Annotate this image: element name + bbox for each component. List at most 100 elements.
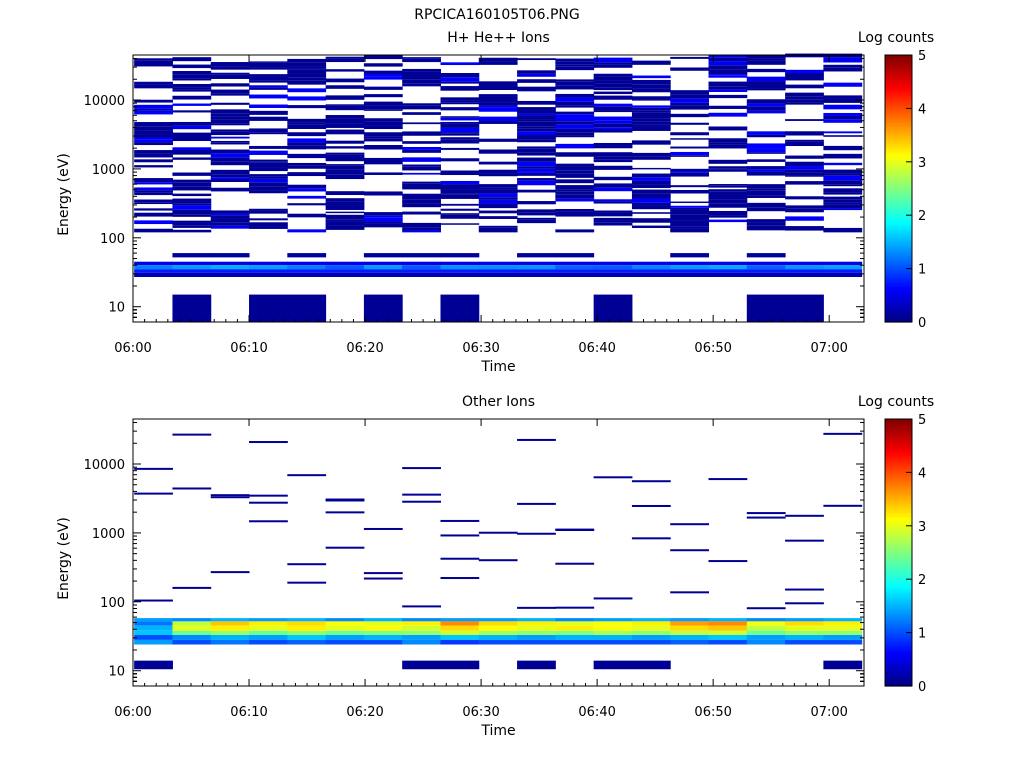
heatmap-cell xyxy=(363,191,403,196)
heatmap-cell xyxy=(517,113,556,116)
heatmap-cell xyxy=(172,265,212,270)
x-tick-label: 06:50 xyxy=(694,705,731,720)
heatmap-cell xyxy=(631,105,671,108)
colorbar-segment xyxy=(885,652,912,656)
heatmap-cell xyxy=(708,81,748,87)
colorbar-segment xyxy=(885,121,912,125)
heatmap-cell xyxy=(555,128,595,133)
colorbar-segment xyxy=(885,452,912,456)
heatmap-cell xyxy=(440,261,480,266)
heatmap-cell xyxy=(363,172,403,175)
colorbar-segment xyxy=(885,599,912,603)
heatmap-cell xyxy=(287,621,327,626)
heatmap-cell xyxy=(287,122,327,125)
heatmap-cell xyxy=(593,199,633,202)
heatmap-cell xyxy=(670,102,710,106)
colorbar-segment xyxy=(885,179,912,183)
heatmap-cell xyxy=(555,185,595,190)
colorbar-segment xyxy=(885,177,912,181)
colorbar-segment xyxy=(885,503,912,507)
heatmap-cell xyxy=(593,142,633,146)
heatmap-cell xyxy=(287,73,327,78)
heatmap-cell xyxy=(287,474,327,477)
heatmap-cell xyxy=(555,101,595,106)
colorbar-segment xyxy=(885,244,912,247)
heatmap-cell xyxy=(823,53,863,58)
heatmap-cell xyxy=(555,117,595,122)
colorbar-segment xyxy=(885,465,912,469)
heatmap-cell xyxy=(517,126,556,129)
colorbar-segment xyxy=(885,103,912,107)
heatmap-cell xyxy=(325,140,365,144)
heatmap-cell xyxy=(785,161,824,167)
heatmap-cell xyxy=(402,269,441,273)
heatmap-cell xyxy=(478,227,518,233)
heatmap-cell xyxy=(210,218,250,223)
heatmap-cell xyxy=(287,563,327,566)
heatmap-cell xyxy=(746,294,786,322)
heatmap-cell xyxy=(823,175,863,181)
heatmap-cell xyxy=(823,199,863,203)
heatmap-cell xyxy=(746,261,786,266)
heatmap-cell xyxy=(440,86,480,91)
heatmap-cell xyxy=(631,75,671,79)
heatmap-cell xyxy=(746,607,786,610)
heatmap-cell xyxy=(134,150,173,154)
colorbar-segment xyxy=(885,295,912,299)
heatmap-cell xyxy=(555,166,595,171)
heatmap-cell xyxy=(287,80,327,85)
heatmap-cell xyxy=(555,64,595,67)
heatmap-cell xyxy=(440,102,480,105)
heatmap-cell xyxy=(172,87,212,90)
heatmap-cell xyxy=(593,265,633,270)
colorbar-segment xyxy=(885,434,912,438)
x-axis-label: Time xyxy=(480,723,515,739)
heatmap-cell xyxy=(134,153,173,156)
heatmap-cell xyxy=(593,91,633,95)
heatmap-cell xyxy=(325,225,365,230)
heatmap-cell xyxy=(363,157,403,162)
heatmap-cell xyxy=(670,56,710,59)
heatmap-cell xyxy=(670,228,710,233)
heatmap-cell xyxy=(440,618,480,622)
colorbar-segment xyxy=(885,257,912,261)
x-tick-label: 06:30 xyxy=(462,705,499,720)
heatmap-cell xyxy=(746,512,786,515)
heatmap-cell xyxy=(517,172,556,176)
colorbar-segment xyxy=(885,175,912,178)
heatmap-cell xyxy=(134,165,173,168)
heatmap-cell xyxy=(325,201,365,206)
heatmap-cell xyxy=(823,621,863,626)
heatmap-cell xyxy=(555,114,595,118)
colorbar-segment xyxy=(885,476,912,480)
heatmap-cell xyxy=(517,217,556,220)
heatmap-cell xyxy=(402,105,441,110)
heatmap-cell xyxy=(670,189,710,194)
y-tick-label: 100 xyxy=(100,232,125,247)
heatmap-cell xyxy=(593,187,633,192)
heatmap-cell xyxy=(785,265,824,270)
heatmap-cell xyxy=(631,173,671,178)
colorbar-segment xyxy=(885,474,912,478)
colorbar-segment xyxy=(885,532,912,536)
heatmap-cell xyxy=(440,180,480,185)
heatmap-cell xyxy=(670,630,710,635)
y-tick-label: 1000 xyxy=(92,527,125,542)
heatmap-cell xyxy=(134,126,173,131)
colorbar-segment xyxy=(885,155,912,158)
heatmap-cell xyxy=(708,166,748,169)
colorbar-segment xyxy=(885,135,912,138)
heatmap-cell xyxy=(210,625,250,631)
heatmap-cell xyxy=(517,161,556,167)
heatmap-cell xyxy=(325,219,365,222)
heatmap-cell xyxy=(210,494,250,497)
heatmap-cell xyxy=(134,60,173,64)
heatmap-cell xyxy=(440,100,480,103)
heatmap-cell xyxy=(670,207,710,210)
colorbar-segment xyxy=(885,286,912,290)
heatmap-cell xyxy=(631,184,671,189)
colorbar-segment xyxy=(885,670,912,674)
colorbar-segment xyxy=(885,290,912,294)
heatmap-cell xyxy=(134,634,173,640)
